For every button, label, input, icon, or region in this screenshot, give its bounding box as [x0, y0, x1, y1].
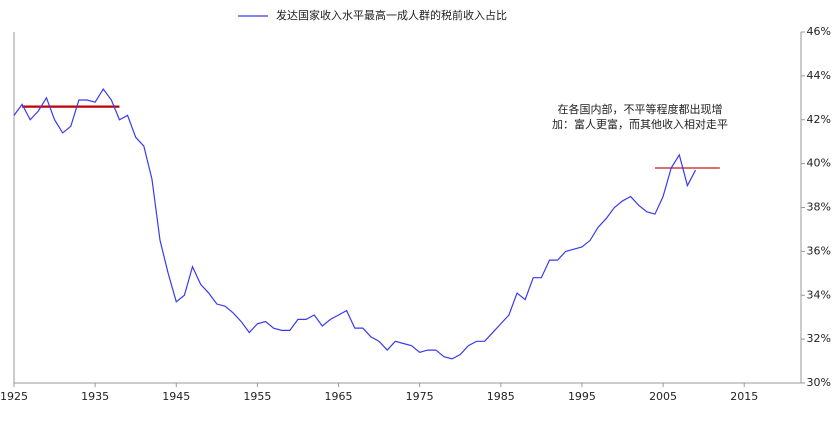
x-tick-label: 1955	[243, 390, 271, 403]
y-tick-label: 30%	[807, 376, 831, 389]
annotation: 在各国内部，不平等程度都出现增	[558, 102, 723, 116]
y-tick-label: 42%	[807, 113, 831, 126]
y-tick-label: 36%	[807, 244, 831, 257]
y-tick-label: 44%	[807, 69, 831, 82]
legend-label: 发达国家收入水平最高一成人群的税前收入占比	[276, 8, 507, 22]
data-line	[13, 87, 697, 360]
x-tick-label: 1985	[487, 390, 515, 403]
x-tick-label: 1945	[162, 390, 190, 403]
y-tick-label: 34%	[807, 288, 831, 301]
annotation: 加：富人更富，而其他收入相对走平	[552, 117, 728, 131]
y-tick-label: 32%	[807, 332, 831, 345]
x-tick-label: 1965	[325, 390, 353, 403]
x-tick-label: 1975	[406, 390, 434, 403]
x-tick-label: 1935	[81, 390, 109, 403]
x-tick-label: 2005	[649, 390, 677, 403]
y-tick-label: 38%	[807, 201, 831, 214]
y-tick-label: 40%	[807, 157, 831, 170]
x-tick-label: 1925	[0, 390, 28, 403]
x-tick-label: 1995	[568, 390, 596, 403]
y-tick-label: 46%	[807, 25, 831, 38]
x-tick-label: 2015	[730, 390, 758, 403]
